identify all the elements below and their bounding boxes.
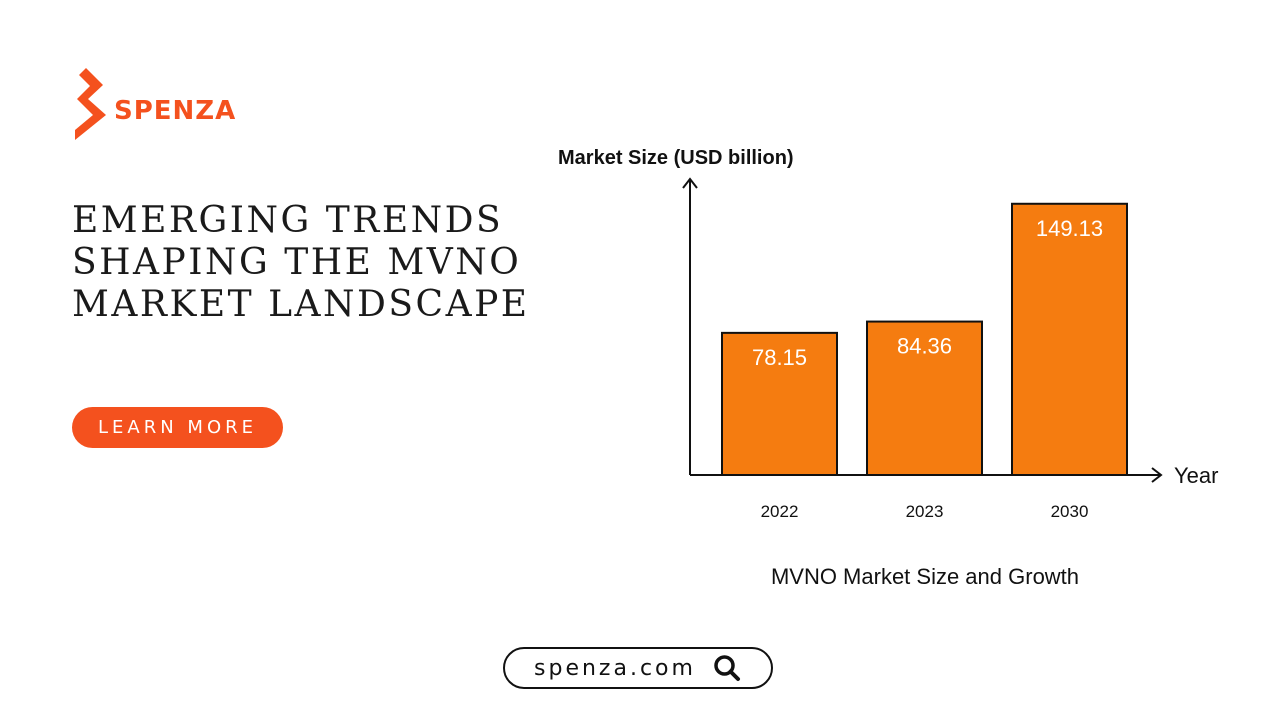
spenza-logo-mark: [75, 68, 106, 140]
website-search-pill[interactable]: spenza.com: [503, 647, 773, 689]
y-axis-arrowhead: [682, 177, 698, 189]
data-label-2022: 78.15: [752, 345, 807, 370]
x-tick-label-2023: 2023: [906, 502, 944, 521]
chart-title: MVNO Market Size and Growth: [771, 564, 1079, 589]
bars-group: 78.15 2022 84.36 2023 149.13 2030: [721, 202, 1128, 521]
bar-2030: [1011, 202, 1128, 477]
x-tick-label-2030: 2030: [1051, 502, 1089, 521]
learn-more-button[interactable]: LEARN MORE: [72, 407, 283, 448]
data-label-2030: 149.13: [1036, 216, 1103, 241]
website-url: spenza.com: [534, 655, 696, 681]
headline: EMERGING TRENDS SHAPING THE MVNO MARKET …: [72, 200, 542, 326]
y-axis-label: Market Size (USD billion): [558, 147, 794, 169]
bar-2023: [866, 320, 983, 476]
headline-line-2: SHAPING THE MVNO: [72, 242, 522, 283]
x-axis-label: Year: [1174, 463, 1218, 488]
brand-name: SPENZA: [114, 96, 237, 126]
x-tick-label-2022: 2022: [761, 502, 799, 521]
search-icon: [712, 653, 742, 683]
market-size-chart: Market Size (USD billion) Year 78.15 2022…: [558, 147, 1218, 589]
data-label-2023: 84.36: [897, 334, 952, 359]
headline-line-1: EMERGING TRENDS: [72, 200, 504, 241]
x-axis-arrowhead: [1151, 467, 1163, 483]
spenza-logo[interactable]: SPENZA: [75, 68, 245, 142]
bar-2022: [721, 331, 838, 476]
headline-line-3: MARKET LANDSCAPE: [72, 284, 530, 325]
